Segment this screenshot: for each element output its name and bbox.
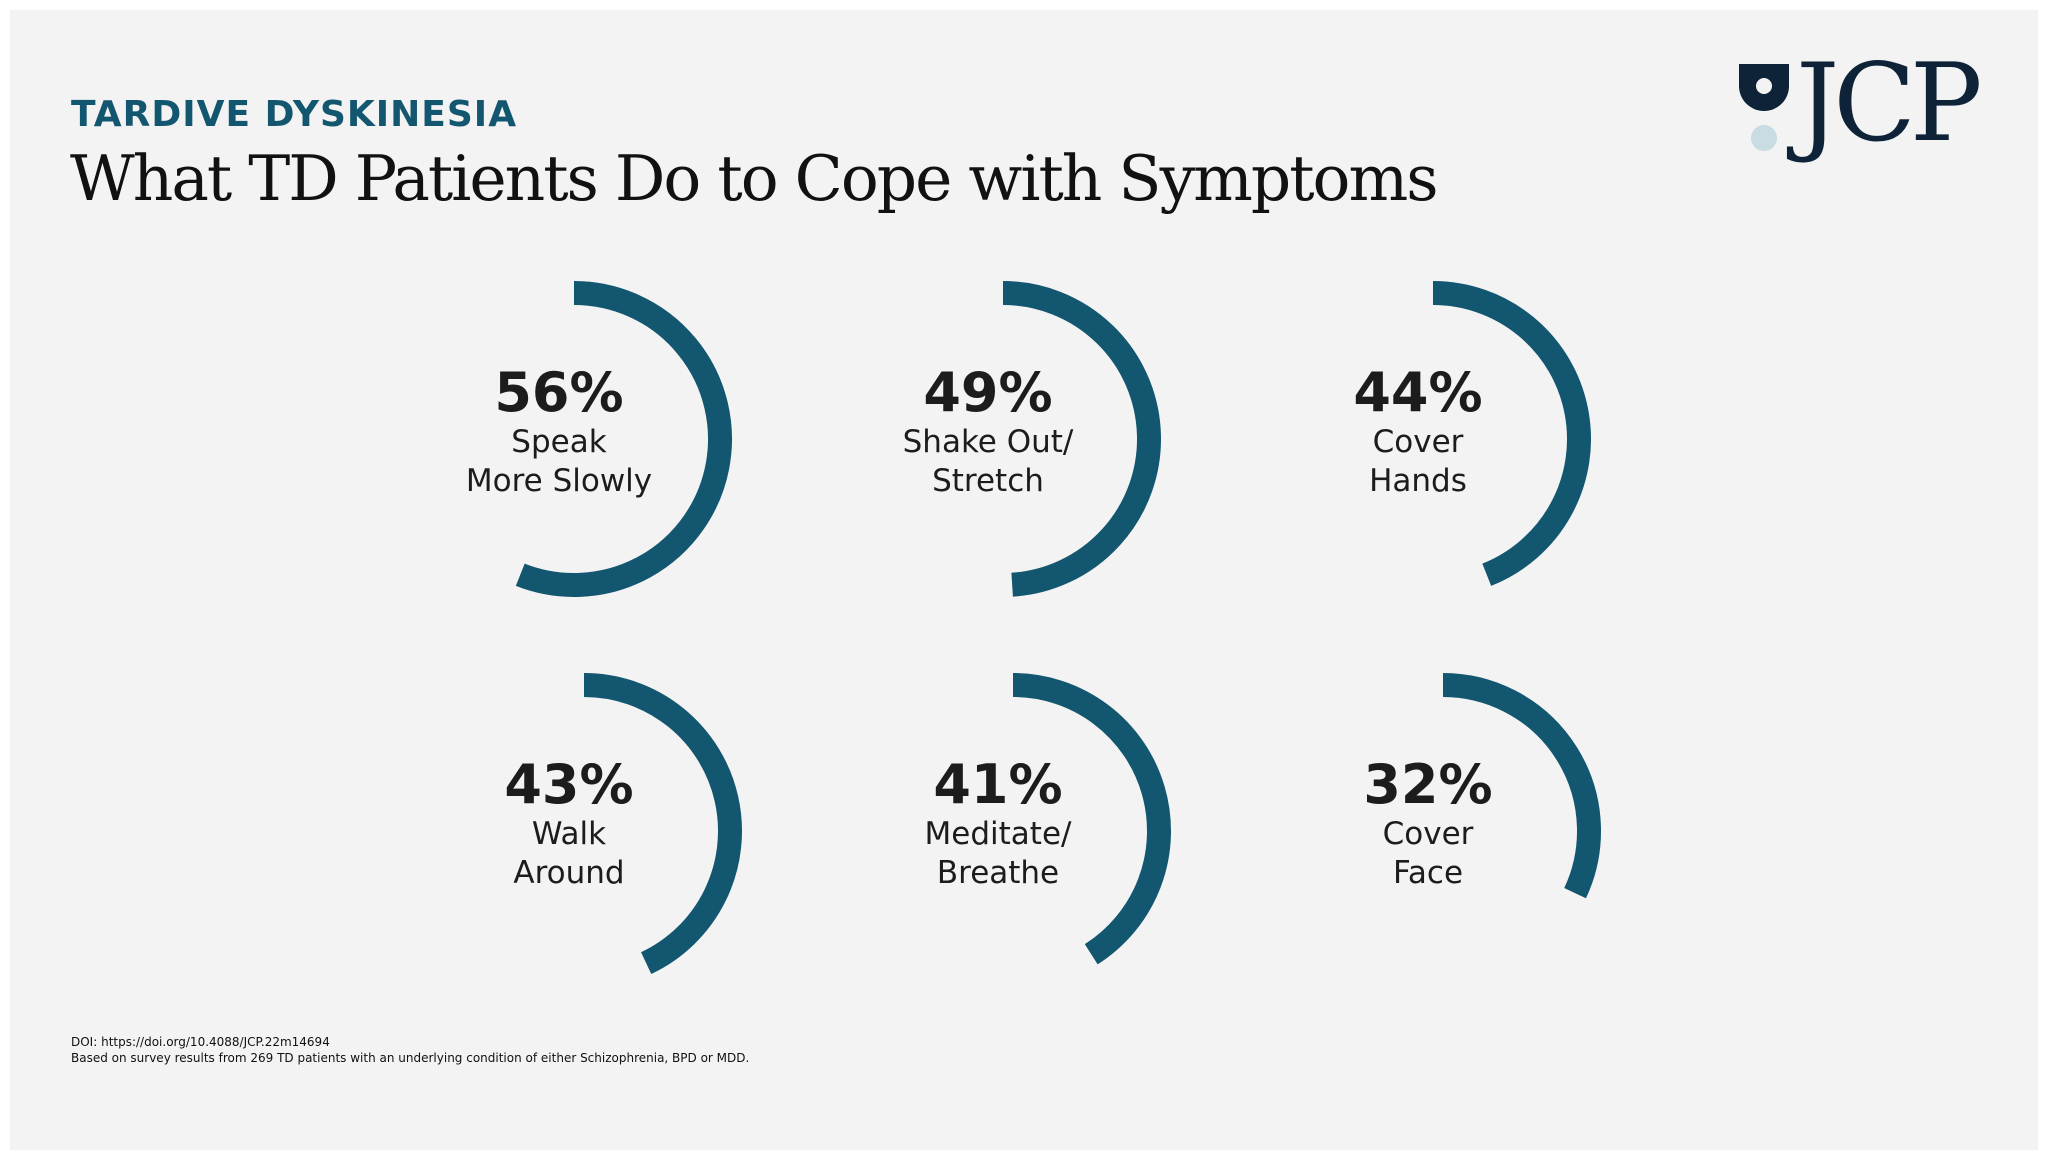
logo-shield-hole [1756, 78, 1772, 94]
page-title: What TD Patients Do to Cope with Symptom… [70, 142, 1439, 215]
logo-text: JCP [1796, 41, 1983, 166]
progress-arc-1 [515, 281, 732, 597]
metric-value: 41% [933, 753, 1063, 816]
survey-note: Based on survey results from 269 TD pati… [71, 1051, 750, 1065]
metric-label-line-2: Stretch [932, 463, 1044, 499]
metric-2: 49% Shake Out/Stretch [858, 363, 1118, 501]
metric-3: 44% Cover Hands [1288, 363, 1548, 501]
metric-label-line-1: Walk [531, 816, 607, 852]
doi-text: DOI: https://doi.org/10.4088/JCP.22m1469… [71, 1035, 330, 1049]
metric-1: 56% Speak More Slowly [429, 363, 689, 501]
eyebrow-label: TARDIVE DYSKINESIA [71, 94, 518, 135]
metric-label-line-2: Breathe [936, 855, 1060, 891]
progress-arc-3 [1432, 281, 1591, 586]
metric-label-line-1: Meditate/ [924, 816, 1072, 852]
logo-dot [1751, 125, 1777, 151]
footer: DOI: https://doi.org/10.4088/JCP.22m1469… [71, 1034, 749, 1066]
metric-label-line-1: Speak [511, 424, 607, 460]
metric-label-line-1: Cover [1372, 424, 1464, 460]
progress-arc-2 [1002, 281, 1161, 597]
metric-value: 43% [504, 753, 634, 816]
metric-label-line-2: Around [513, 855, 625, 891]
metric-label-line-2: Hands [1369, 463, 1467, 499]
metric-label-line-1: Cover [1382, 816, 1474, 852]
metric-value: 32% [1363, 753, 1493, 816]
metric-5: 41% Meditate/Breathe [868, 755, 1128, 893]
metric-value: 49% [923, 361, 1053, 424]
metric-4: 43% Walk Around [439, 755, 699, 893]
metric-label-line-1: Shake Out/ [902, 424, 1074, 460]
metric-6: 32% Cover Face [1298, 755, 1558, 893]
metric-label-line-2: More Slowly [465, 463, 653, 499]
progress-arc-5 [1012, 673, 1171, 965]
metric-value: 44% [1353, 361, 1483, 424]
progress-arc-4 [583, 673, 742, 974]
metric-value: 56% [494, 361, 624, 424]
jcp-logo-mark-icon [1739, 64, 1789, 151]
metric-label-line-2: Face [1392, 855, 1464, 891]
progress-arc-6 [1442, 673, 1601, 899]
